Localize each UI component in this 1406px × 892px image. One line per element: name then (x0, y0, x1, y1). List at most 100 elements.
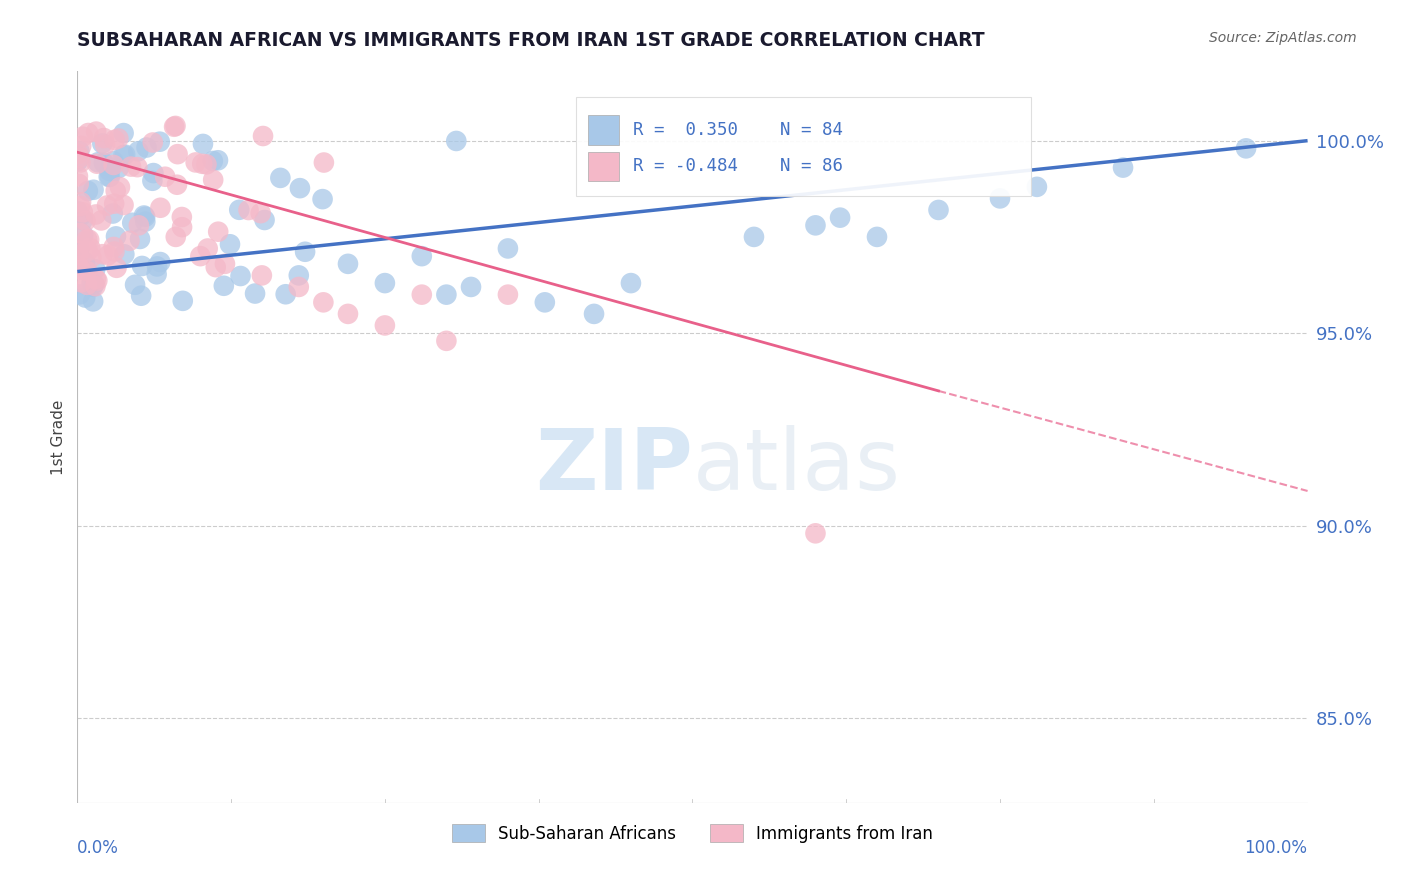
Point (90, 213, 112, 227)
Point (72, 129, 94, 144)
Point (163, 120, 186, 134)
Point (69, 226, 91, 240)
Point (75, 291, 97, 305)
Point (202, 173, 225, 187)
Point (107, 131, 129, 145)
Point (288, 268, 311, 283)
Point (84, 279, 107, 293)
Point (804, 219, 827, 233)
Point (446, 134, 468, 148)
Point (91, 136, 114, 151)
Point (191, 136, 214, 151)
Point (69, 155, 91, 169)
Point (103, 154, 125, 169)
Point (149, 135, 172, 149)
Point (72, 205, 94, 219)
Point (188, 249, 212, 263)
Point (107, 161, 129, 175)
Point (103, 240, 125, 254)
Point (201, 153, 224, 168)
Point (67, 151, 90, 165)
Point (66, 204, 89, 219)
Point (70, 276, 93, 290)
Point (67, 147, 90, 161)
Point (112, 126, 135, 140)
Point (69, 287, 91, 301)
Point (134, 214, 156, 228)
Point (103, 244, 125, 259)
Point (212, 278, 235, 293)
Point (866, 230, 889, 244)
Point (274, 287, 297, 301)
Point (184, 155, 207, 169)
Point (134, 210, 156, 224)
Point (70, 195, 93, 210)
Point (1026, 179, 1049, 194)
Bar (588, 115, 619, 145)
Point (103, 158, 125, 172)
Point (108, 180, 131, 194)
Point (127, 145, 149, 159)
Point (83, 277, 105, 291)
Point (742, 230, 765, 244)
Point (76, 277, 98, 292)
Point (66, 169, 89, 184)
Point (84, 262, 107, 277)
Point (250, 268, 273, 283)
Point (112, 148, 135, 162)
Point (142, 136, 165, 150)
Point (67, 242, 90, 256)
Point (620, 276, 643, 290)
Point (84, 207, 107, 221)
Point (436, 287, 458, 301)
Point (253, 213, 276, 227)
Point (105, 260, 128, 275)
Point (204, 260, 226, 274)
Text: R = -0.484    N = 86: R = -0.484 N = 86 (634, 158, 844, 176)
Point (207, 225, 229, 239)
Point (86, 157, 108, 171)
Point (112, 247, 135, 261)
Point (374, 276, 396, 290)
Point (77, 233, 100, 247)
Point (131, 259, 153, 273)
Point (70, 138, 93, 153)
Point (195, 157, 218, 171)
Text: ZIP: ZIP (534, 425, 693, 508)
Point (830, 211, 852, 225)
Point (93, 131, 115, 145)
Point (87, 155, 110, 169)
Point (120, 160, 142, 174)
Point (269, 170, 291, 185)
Point (411, 249, 433, 263)
Point (170, 210, 193, 224)
Point (69, 262, 91, 277)
Point (66, 154, 89, 169)
Point (411, 287, 433, 301)
Point (243, 286, 266, 301)
Point (118, 234, 141, 248)
Point (76, 244, 98, 259)
Text: Source: ZipAtlas.com: Source: ZipAtlas.com (1209, 31, 1357, 45)
Point (170, 220, 193, 235)
Point (104, 184, 127, 198)
Point (72, 213, 94, 227)
Point (97, 248, 120, 262)
Point (1234, 141, 1257, 155)
Point (988, 191, 1011, 205)
Text: R =  0.350    N = 84: R = 0.350 N = 84 (634, 121, 844, 139)
Point (75, 214, 97, 228)
Point (928, 202, 950, 217)
Point (583, 307, 606, 321)
Point (100, 161, 122, 175)
Point (69, 199, 91, 213)
Point (98, 169, 121, 184)
Point (80, 251, 103, 265)
Point (197, 242, 219, 256)
Point (69, 209, 91, 223)
Point (73, 255, 96, 269)
Point (207, 153, 229, 168)
Point (149, 255, 172, 269)
Point (104, 133, 127, 147)
Point (97, 169, 120, 184)
